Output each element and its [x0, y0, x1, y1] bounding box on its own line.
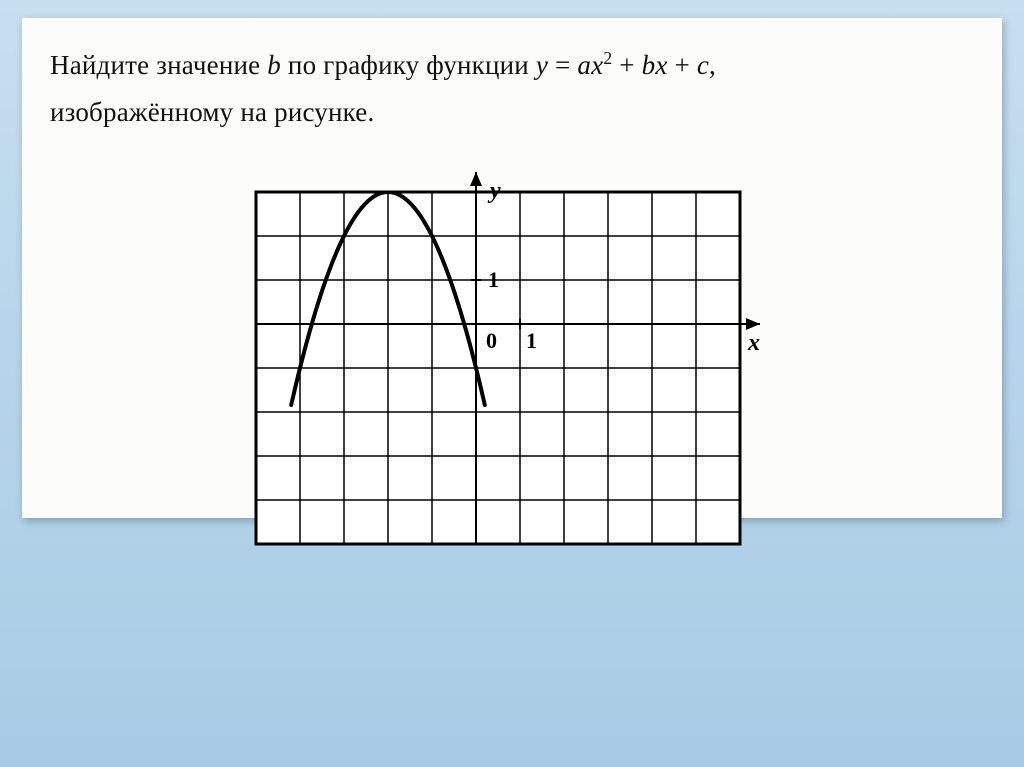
eq-a: a	[577, 50, 591, 80]
equation: y = ax2 + bx + c	[536, 50, 709, 80]
text-prefix: Найдите значение	[50, 50, 267, 80]
text-mid: по графику функции	[281, 50, 536, 80]
eq-sup2: 2	[603, 48, 612, 68]
parabola-chart: 1 0 1 y x	[222, 158, 774, 578]
problem-text: Найдите значение b по графику функции y …	[50, 42, 974, 137]
svg-text:y: y	[487, 178, 501, 204]
text-line2: изображённому на рисунке.	[50, 97, 374, 127]
eq-x1: x	[591, 50, 603, 80]
eq-c: c	[697, 50, 709, 80]
svg-text:0: 0	[486, 328, 497, 353]
svg-text:1: 1	[526, 328, 537, 353]
eq-plus1: +	[612, 50, 641, 80]
svg-text:x: x	[747, 330, 760, 356]
svg-text:1: 1	[488, 267, 499, 292]
chart-figure: 1 0 1 y x	[222, 158, 807, 503]
eq-eq: =	[548, 50, 577, 80]
text-tail: ,	[709, 50, 716, 80]
eq-b: b	[642, 50, 656, 80]
problem-card: Найдите значение b по графику функции y …	[22, 18, 1002, 518]
eq-lhs: y	[536, 50, 548, 80]
var-b: b	[267, 50, 281, 80]
eq-x2: x	[655, 50, 667, 80]
eq-plus2: +	[668, 50, 697, 80]
